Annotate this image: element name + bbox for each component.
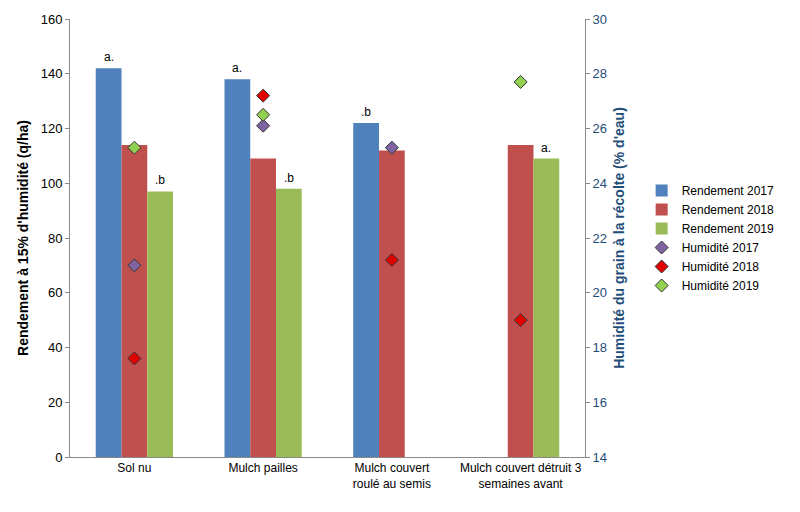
svg-text:24: 24 (593, 176, 607, 191)
svg-text:Mulch pailles: Mulch pailles (228, 461, 297, 475)
svg-text:Sol nu: Sol nu (117, 461, 151, 475)
svg-text:22: 22 (593, 231, 607, 246)
svg-text:140: 140 (41, 66, 63, 81)
svg-text:160: 160 (41, 12, 63, 27)
svg-text:Rendement 2019: Rendement 2019 (682, 222, 774, 236)
svg-text:Humidité 2018: Humidité 2018 (682, 260, 760, 274)
svg-text:Mulch couvertroulé au semis: Mulch couvertroulé au semis (353, 461, 431, 491)
svg-text:26: 26 (593, 121, 607, 136)
svg-text:a.: a. (232, 61, 242, 75)
svg-text:18: 18 (593, 340, 607, 355)
svg-text:16: 16 (593, 395, 607, 410)
svg-text:.b: .b (284, 171, 294, 185)
svg-text:Rendement à 15% d'humidité (q/: Rendement à 15% d'humidité (q/ha) (15, 120, 31, 356)
svg-text:Rendement 2017: Rendement 2017 (682, 184, 774, 198)
svg-text:80: 80 (48, 231, 62, 246)
svg-text:a.: a. (541, 141, 551, 155)
svg-text:28: 28 (593, 66, 607, 81)
svg-text:Rendement 2018: Rendement 2018 (682, 203, 774, 217)
svg-text:60: 60 (48, 285, 62, 300)
svg-text:Humidité 2017: Humidité 2017 (682, 241, 760, 255)
svg-text:30: 30 (593, 12, 607, 27)
svg-text:40: 40 (48, 340, 62, 355)
svg-text:120: 120 (41, 121, 63, 136)
svg-text:100: 100 (41, 176, 63, 191)
svg-text:.b: .b (155, 173, 165, 187)
svg-text:20: 20 (48, 395, 62, 410)
svg-text:Humidité 2019: Humidité 2019 (682, 279, 760, 293)
svg-text:Humidité du grain à la récolte: Humidité du grain à la récolte (% d'eau) (611, 107, 627, 369)
svg-text:a.: a. (104, 50, 114, 64)
svg-text:0: 0 (55, 450, 62, 465)
svg-text:14: 14 (593, 450, 607, 465)
svg-text:20: 20 (593, 285, 607, 300)
svg-text:.b: .b (361, 105, 371, 119)
svg-text:Mulch couvert détruit 3semaine: Mulch couvert détruit 3semaines avant (460, 461, 582, 491)
